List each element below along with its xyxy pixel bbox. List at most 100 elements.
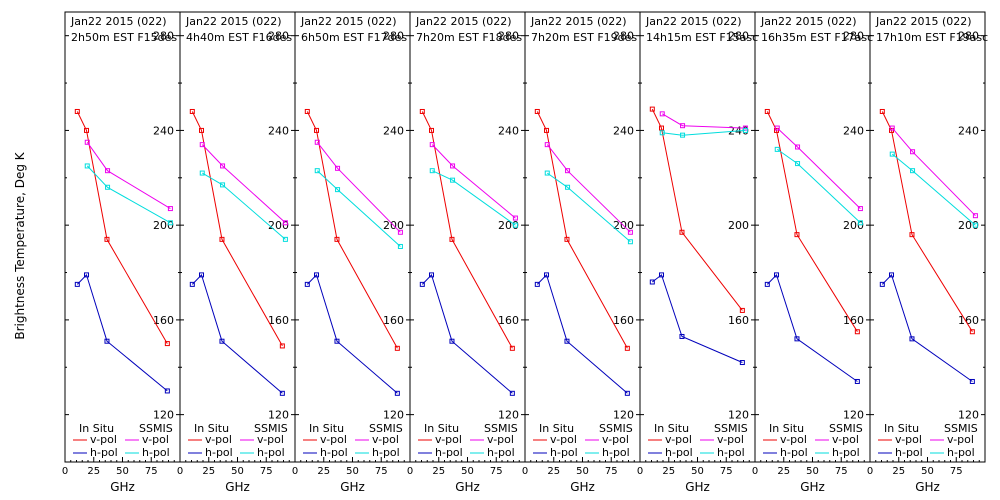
- panel-frame: [294, 11, 411, 463]
- y-tick-label: 160: [383, 314, 404, 327]
- series-line-insitu-vpol: [191, 111, 283, 347]
- y-tick-label: 120: [383, 409, 404, 422]
- data-point-ssmis-hpol: [397, 243, 403, 249]
- data-point-ssmis-vpol: [889, 125, 895, 131]
- panel-subtitle: 4h40m EST F16des: [186, 31, 292, 44]
- data-point-insitu-vpol: [104, 236, 110, 242]
- panel-4: Jan22 2015 (022) 7h20m EST F18des 120 160 20…: [407, 11, 526, 494]
- y-tick-label: 160: [728, 314, 749, 327]
- data-point-ssmis-hpol: [450, 177, 456, 183]
- data-point-insitu-hpol: [649, 279, 655, 285]
- series-line-insitu-vpol: [421, 111, 513, 349]
- legend-ssmis-header: SSMIS: [714, 422, 748, 435]
- panel-subtitle: 7h20m EST F19des: [531, 31, 637, 44]
- panel-frame: [64, 11, 181, 463]
- legend-label-insitu-hpol: h-pol: [895, 446, 923, 459]
- y-tick-label: 120: [153, 409, 174, 422]
- series-line-ssmis-hpol: [662, 129, 746, 136]
- series-line-ssmis-hpol: [86, 165, 171, 224]
- data-point-insitu-vpol: [739, 307, 745, 313]
- legend-label-ssmis-vpol: v-pol: [717, 433, 744, 446]
- data-point-ssmis-hpol: [199, 170, 205, 176]
- x-tick-label: 50: [921, 466, 934, 477]
- panel-title: Jan22 2015 (022): [760, 15, 857, 28]
- x-tick-label: 75: [950, 466, 963, 477]
- data-point-ssmis-hpol: [795, 161, 801, 167]
- x-axis-label: GHz: [110, 480, 135, 494]
- panel-title: Jan22 2015 (022): [645, 15, 742, 28]
- legend-label-insitu-hpol: h-pol: [205, 446, 233, 459]
- y-tick-label: 280: [268, 30, 289, 43]
- y-tick-label: 160: [498, 314, 519, 327]
- series-line-ssmis-hpol: [891, 153, 976, 226]
- series-line-insitu-vpol: [536, 111, 628, 349]
- y-tick-label: 200: [498, 219, 519, 232]
- data-point-ssmis-vpol: [220, 163, 226, 169]
- data-point-ssmis-vpol: [857, 206, 863, 212]
- y-tick-label: 240: [613, 124, 634, 137]
- legend-label-ssmis-vpol: v-pol: [142, 433, 169, 446]
- data-point-ssmis-vpol: [335, 165, 341, 171]
- y-tick-label: 160: [268, 314, 289, 327]
- x-tick-label: 0: [522, 466, 528, 477]
- x-tick-label: 50: [231, 466, 244, 477]
- data-point-insitu-hpol: [219, 338, 225, 344]
- data-point-insitu-vpol: [544, 127, 550, 133]
- x-tick-label: 0: [867, 466, 873, 477]
- data-point-ssmis-hpol: [314, 168, 320, 174]
- x-tick-label: 75: [260, 466, 273, 477]
- data-point-insitu-hpol: [189, 281, 195, 287]
- panel-subtitle: 16h35m EST F17asc: [761, 31, 873, 44]
- legend-label-insitu-hpol: h-pol: [435, 446, 463, 459]
- data-point-ssmis-vpol: [795, 144, 801, 150]
- data-point-insitu-vpol: [84, 127, 90, 133]
- data-point-ssmis-vpol: [450, 163, 456, 169]
- data-point-insitu-vpol: [879, 108, 885, 114]
- x-axis-label: GHz: [915, 480, 940, 494]
- series-line-ssmis-vpol: [431, 144, 516, 219]
- legend-label-insitu-vpol: v-pol: [550, 433, 577, 446]
- x-tick-label: 0: [407, 466, 413, 477]
- data-point-ssmis-vpol: [512, 215, 518, 221]
- x-tick-label: 0: [752, 466, 758, 477]
- x-tick-label: 0: [637, 466, 643, 477]
- data-point-ssmis-hpol: [565, 184, 571, 190]
- y-tick-label: 200: [728, 219, 749, 232]
- y-tick-label: 120: [728, 409, 749, 422]
- data-point-insitu-vpol: [394, 345, 400, 351]
- x-tick-label: 75: [375, 466, 388, 477]
- panel-title: Jan22 2015 (022): [415, 15, 512, 28]
- data-point-insitu-hpol: [969, 378, 975, 384]
- legend-ssmis-header: SSMIS: [599, 422, 633, 435]
- series-line-ssmis-vpol: [86, 142, 171, 210]
- data-point-insitu-vpol: [534, 108, 540, 114]
- y-tick-label: 120: [498, 409, 519, 422]
- data-point-insitu-hpol: [679, 333, 685, 339]
- legend-label-insitu-vpol: v-pol: [895, 433, 922, 446]
- panel-frame: [179, 11, 296, 463]
- data-point-insitu-hpol: [199, 272, 205, 278]
- data-point-ssmis-vpol: [167, 206, 173, 212]
- panel-frame: [409, 11, 526, 463]
- data-point-insitu-hpol: [279, 390, 285, 396]
- data-point-ssmis-vpol: [680, 123, 686, 129]
- data-point-ssmis-hpol: [105, 184, 111, 190]
- y-tick-label: 280: [958, 30, 979, 43]
- data-point-ssmis-vpol: [105, 168, 111, 174]
- data-point-ssmis-vpol: [544, 142, 550, 148]
- series-line-insitu-hpol: [766, 273, 858, 382]
- data-point-insitu-hpol: [304, 281, 310, 287]
- panel-frame: [754, 11, 871, 463]
- series-line-insitu-hpol: [421, 273, 513, 394]
- legend-label-insitu-hpol: h-pol: [780, 446, 808, 459]
- data-point-insitu-vpol: [854, 329, 860, 335]
- panel-title: Jan22 2015 (022): [185, 15, 282, 28]
- series-line-ssmis-hpol: [547, 172, 631, 243]
- data-point-insitu-vpol: [74, 108, 80, 114]
- x-tick-label: 75: [835, 466, 848, 477]
- legend-label-ssmis-hpol: h-pol: [142, 446, 170, 459]
- data-point-ssmis-hpol: [774, 146, 780, 152]
- data-point-ssmis-vpol: [972, 213, 978, 219]
- y-tick-label: 280: [843, 30, 864, 43]
- legend-label-ssmis-vpol: v-pol: [832, 433, 859, 446]
